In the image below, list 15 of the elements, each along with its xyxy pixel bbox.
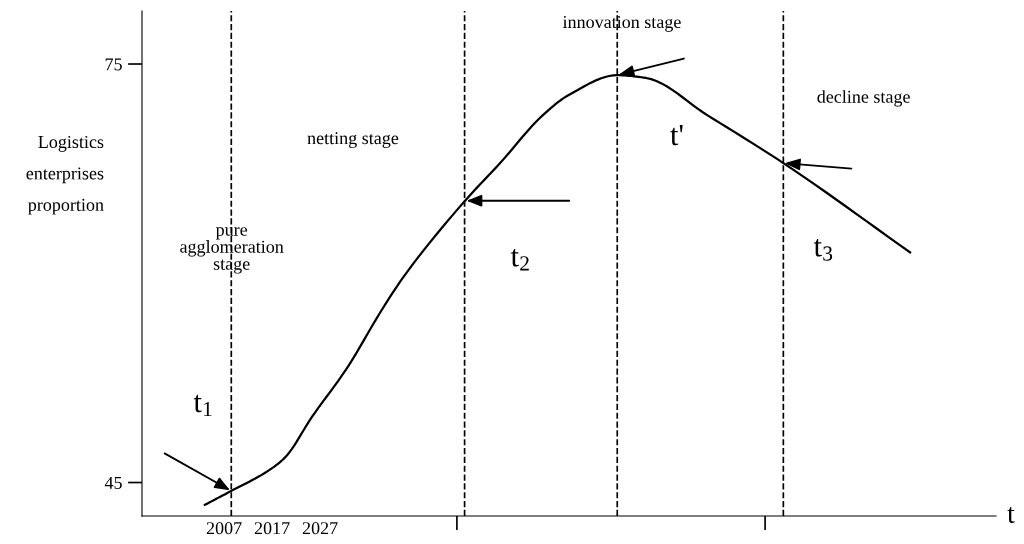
y-tick-label: 75: [105, 58, 122, 71]
x-tick-label: 2017: [254, 522, 290, 535]
annotation: pure agglomeration stage: [180, 227, 284, 274]
y-axis-title: Logistics enterprises proportion: [26, 135, 104, 215]
annotation: t$_{3}$: [813, 239, 833, 261]
x-tick-label: 2027: [302, 522, 338, 535]
x-tick-label: 2007: [206, 522, 242, 535]
annotation: t': [670, 125, 683, 146]
annotation: t$_{2}$: [510, 248, 529, 271]
annotation: decline stage: [817, 90, 910, 107]
annotation: innovation stage: [562, 15, 681, 32]
x-axis-title: t: [1007, 507, 1015, 523]
annotation: t$_{1}$: [193, 394, 212, 417]
y-tick-label: 45: [104, 476, 122, 489]
annotation: netting stage: [307, 132, 399, 148]
